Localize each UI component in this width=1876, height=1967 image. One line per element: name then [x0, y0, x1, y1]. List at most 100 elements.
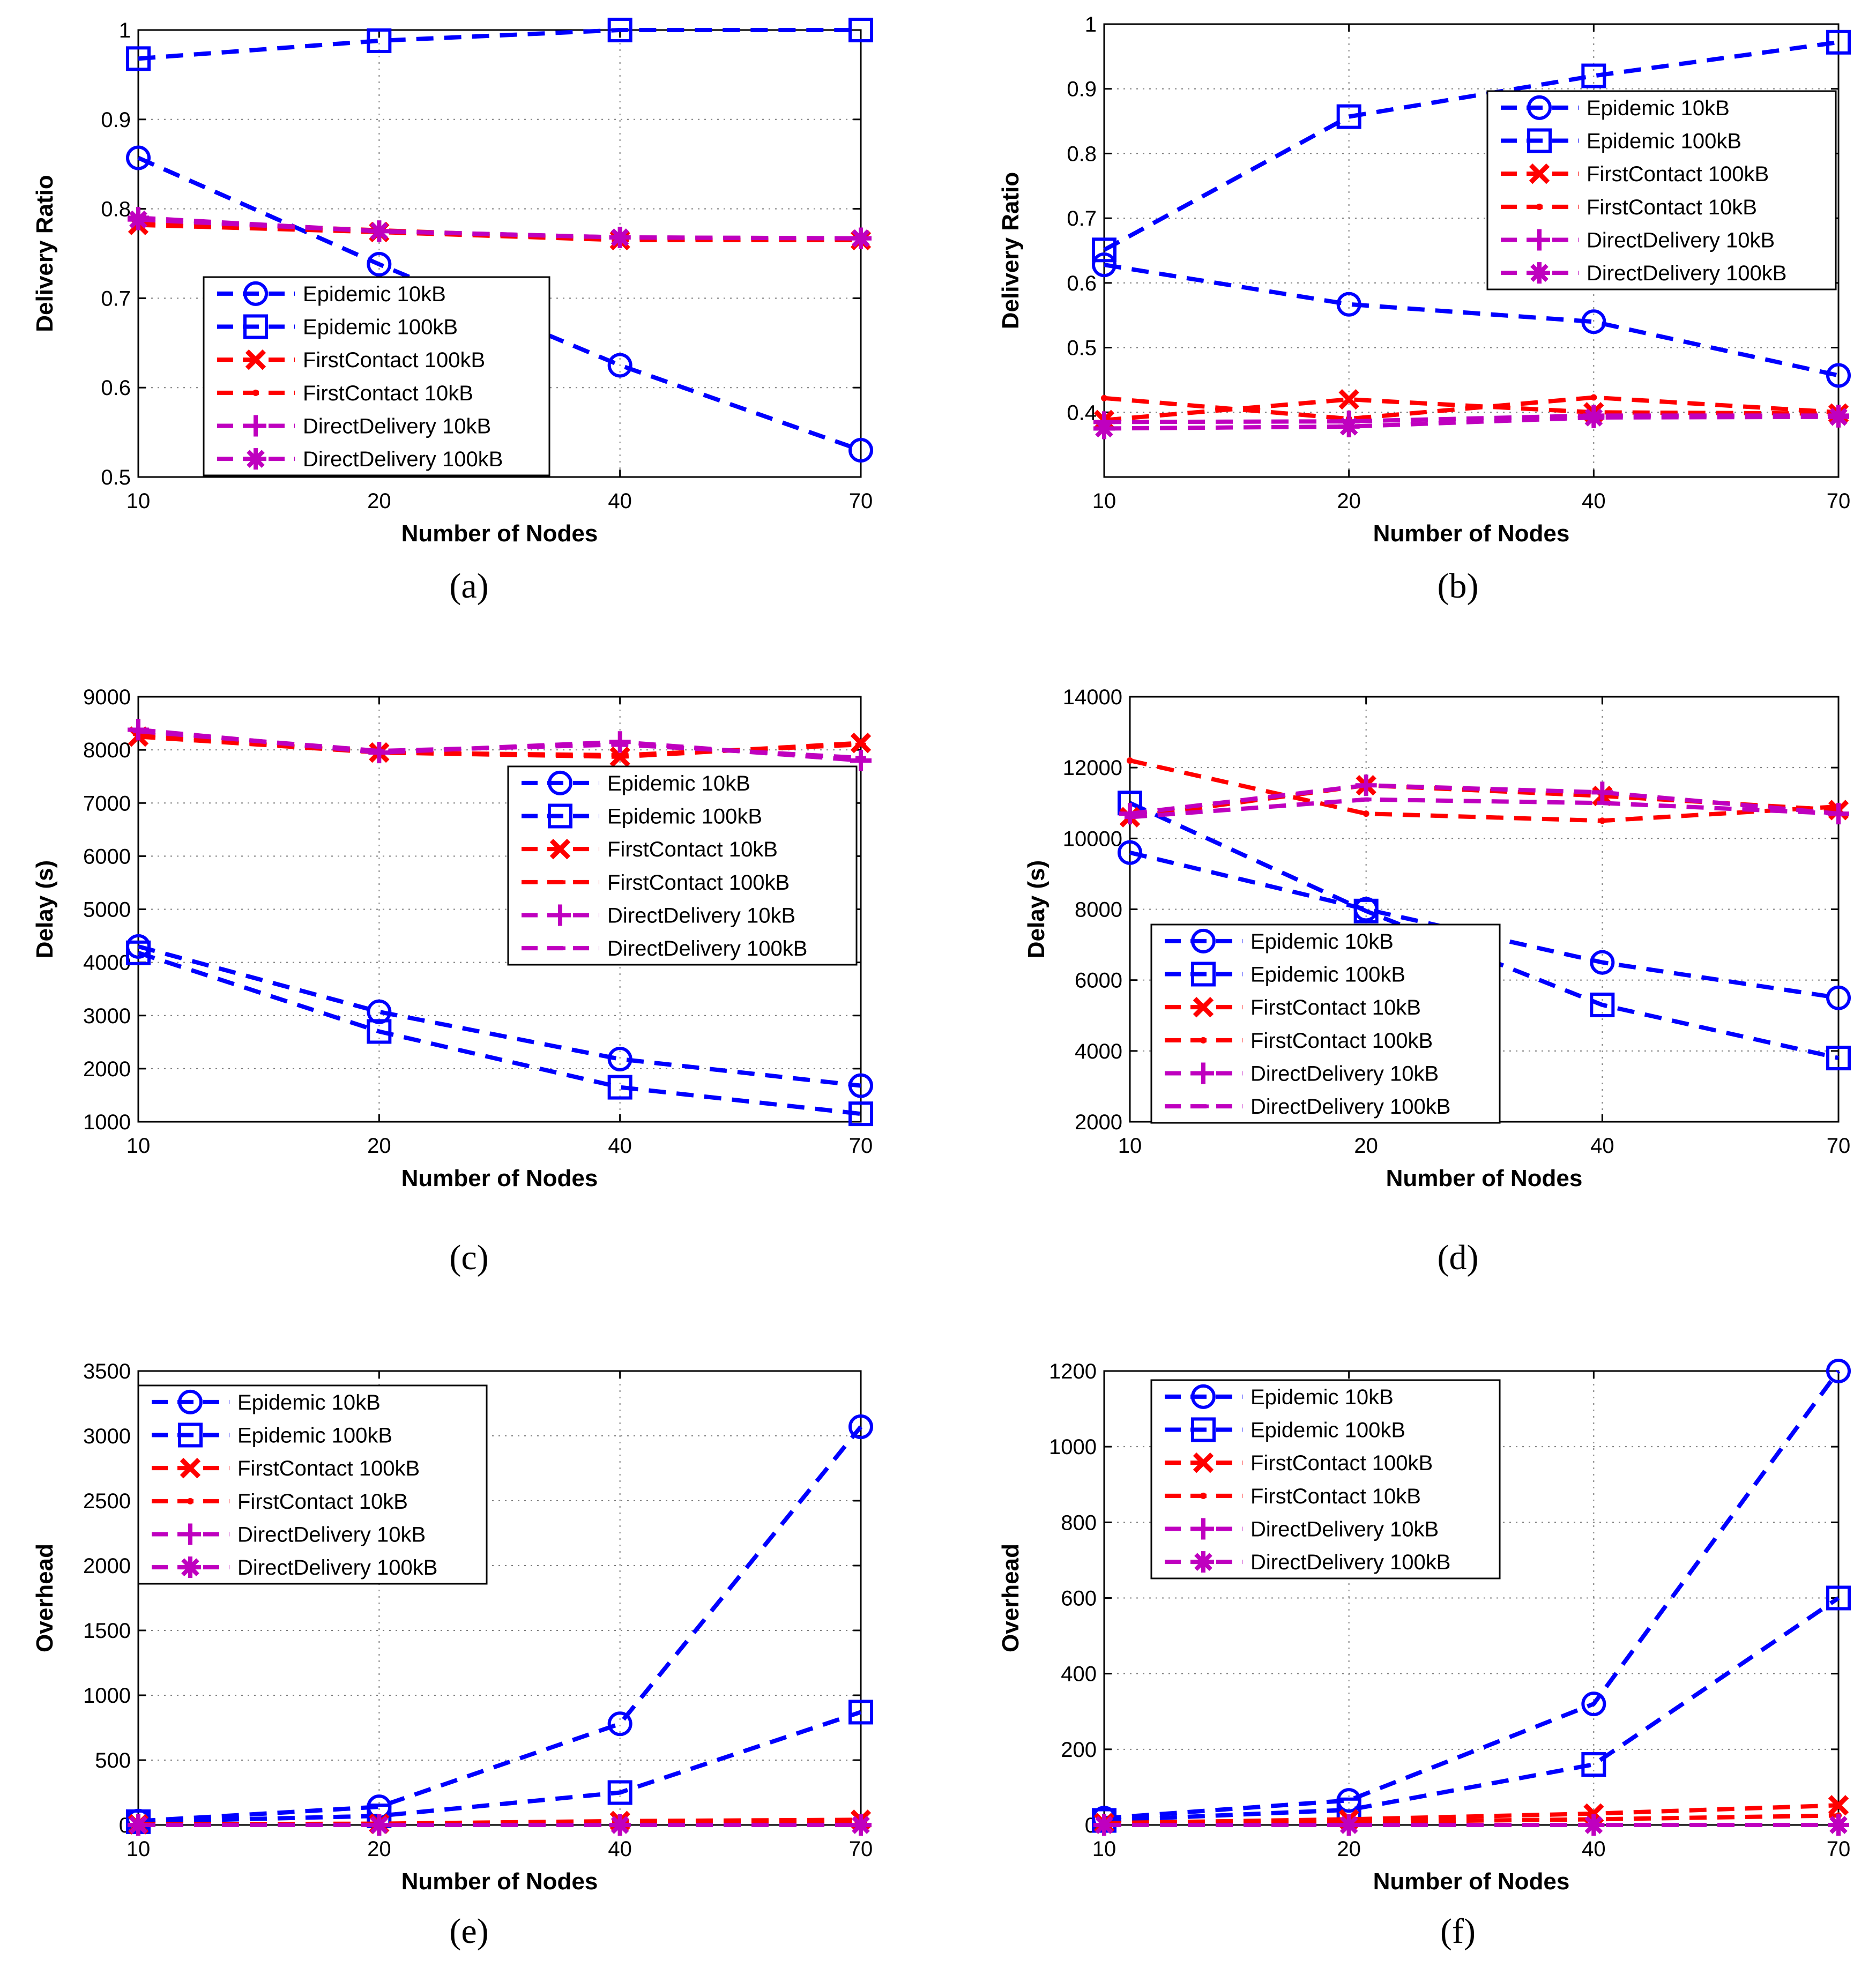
- series-3: [128, 214, 872, 251]
- series-line: [1103, 40, 1839, 252]
- y-tick-label: 6000: [83, 845, 131, 868]
- data-point: [1336, 292, 1361, 317]
- y-tick-label: 0.7: [101, 287, 131, 310]
- x-axis-label: Number of Nodes: [401, 1868, 598, 1895]
- y-tick-label: 3500: [83, 1360, 131, 1383]
- series-6: [1093, 1814, 1849, 1836]
- legend-entry: Epidemic 100kB: [607, 805, 762, 829]
- legend-entry: FirstContact 10kB: [1587, 196, 1757, 219]
- chart-panel-3: 10 20 40 70 1000 2000 3000 4000 5000 6000 7000 8000…: [32, 686, 873, 1277]
- series-line: [1129, 797, 1839, 819]
- series-line: [1104, 395, 1839, 421]
- plot-frame: [137, 1370, 862, 1826]
- x-tick-label: 70: [1827, 1837, 1851, 1861]
- legend-marker: [180, 1523, 201, 1545]
- data-point: [609, 1814, 631, 1836]
- legend-marker: [548, 803, 572, 829]
- y-tick-label: 9000: [83, 686, 131, 709]
- data-point: [607, 18, 632, 42]
- y-tick-label: 4000: [1075, 1040, 1122, 1063]
- legend-marker: [1193, 1452, 1214, 1473]
- legend: Epidemic 10kB Epidemic 100kB FirstContact …: [1486, 90, 1837, 290]
- data-point: [1092, 237, 1116, 263]
- y-tick-label: 4000: [83, 951, 131, 975]
- data-point: [1590, 394, 1597, 401]
- x-axis-label: Number of Nodes: [1386, 1165, 1583, 1191]
- legend-entry: Epidemic 10kB: [237, 1391, 381, 1414]
- data-point: [848, 1700, 873, 1725]
- data-point: [367, 999, 392, 1024]
- legend-marker: [245, 415, 266, 437]
- x-tick-label: 20: [367, 1134, 391, 1158]
- legend-entry: FirstContact 100kB: [1250, 1451, 1433, 1475]
- data-point: [1353, 898, 1379, 923]
- y-tick-label: 2000: [1075, 1111, 1122, 1134]
- legend-box: [507, 765, 858, 966]
- x-tick-label: 10: [126, 1837, 151, 1861]
- grid-lines: [138, 1371, 861, 1825]
- y-tick-label: 6000: [1075, 969, 1122, 993]
- data-point: [126, 46, 151, 71]
- plot-frame: [1103, 23, 1840, 478]
- y-axis-label: Overhead: [32, 1544, 58, 1652]
- data-point: [607, 1047, 632, 1072]
- y-axis-label: Overhead: [997, 1544, 1024, 1652]
- legend-entry: DirectDelivery 100kB: [607, 937, 807, 960]
- legend-marker: [548, 770, 572, 795]
- legend-entry: Epidemic 10kB: [303, 282, 446, 306]
- data-point: [1826, 1585, 1851, 1611]
- y-axis-label: Delay (s): [32, 860, 58, 958]
- legend-entry: Epidemic 100kB: [1250, 1419, 1405, 1442]
- x-tick-label: 40: [608, 1134, 632, 1158]
- legend-box: [1150, 1379, 1501, 1579]
- legend-marker: [1191, 1417, 1216, 1442]
- legend-entry: DirectDelivery 100kB: [1250, 1551, 1450, 1574]
- series-6: [133, 729, 866, 760]
- data-point: [609, 226, 631, 248]
- y-tick-label: 0.6: [1067, 272, 1097, 295]
- series-line: [138, 217, 861, 241]
- chart-panel-5: 10 20 40 700500100015002000250030003500Numb…: [32, 1360, 873, 1951]
- legend-marker: [1191, 928, 1216, 953]
- y-tick-label: 1000: [83, 1111, 131, 1134]
- data-point: [848, 1414, 873, 1440]
- data-point: [1093, 1814, 1115, 1836]
- x-tick-label: 10: [1118, 1134, 1142, 1158]
- x-tick-label: 20: [1337, 489, 1361, 513]
- legend-entry: FirstContact 10kB: [237, 1490, 408, 1514]
- series-6: [128, 1814, 872, 1836]
- x-tick-label: 10: [126, 489, 151, 513]
- legend-marker: [549, 838, 571, 860]
- legend-marker: [1529, 229, 1550, 251]
- data-point: [1127, 757, 1133, 764]
- legend-marker: [180, 1556, 201, 1578]
- data-point: [126, 145, 151, 170]
- data-point: [1590, 950, 1615, 975]
- series-line: [138, 1710, 862, 1824]
- legend-marker: [178, 1389, 203, 1414]
- legend-entry: FirstContact 100kB: [303, 348, 485, 372]
- data-point: [848, 437, 873, 463]
- data-point: [1338, 389, 1359, 410]
- data-point: [1338, 1814, 1360, 1836]
- data-point: [1590, 992, 1615, 1017]
- series-5: [128, 719, 872, 771]
- data-point: [1826, 29, 1851, 55]
- legend-entry: DirectDelivery 100kB: [1587, 262, 1786, 285]
- data-point: [1591, 781, 1613, 803]
- y-tick-label: 1: [1085, 13, 1097, 36]
- y-tick-label: 400: [1061, 1663, 1097, 1686]
- y-tick-label: 0.8: [1067, 142, 1097, 166]
- legend-entry: DirectDelivery 10kB: [1587, 229, 1775, 252]
- legend-entry: DirectDelivery 100kB: [237, 1556, 437, 1579]
- data-point: [607, 1780, 632, 1805]
- data-point: [609, 731, 631, 753]
- y-tick-label: 1200: [1049, 1360, 1097, 1383]
- legend-marker: [243, 314, 268, 339]
- y-axis-label: Delivery Ratio: [32, 175, 58, 332]
- legend-entry: Epidemic 100kB: [303, 316, 458, 339]
- legend-marker: [1527, 95, 1552, 120]
- data-point: [126, 940, 151, 965]
- series-line: [1129, 783, 1839, 819]
